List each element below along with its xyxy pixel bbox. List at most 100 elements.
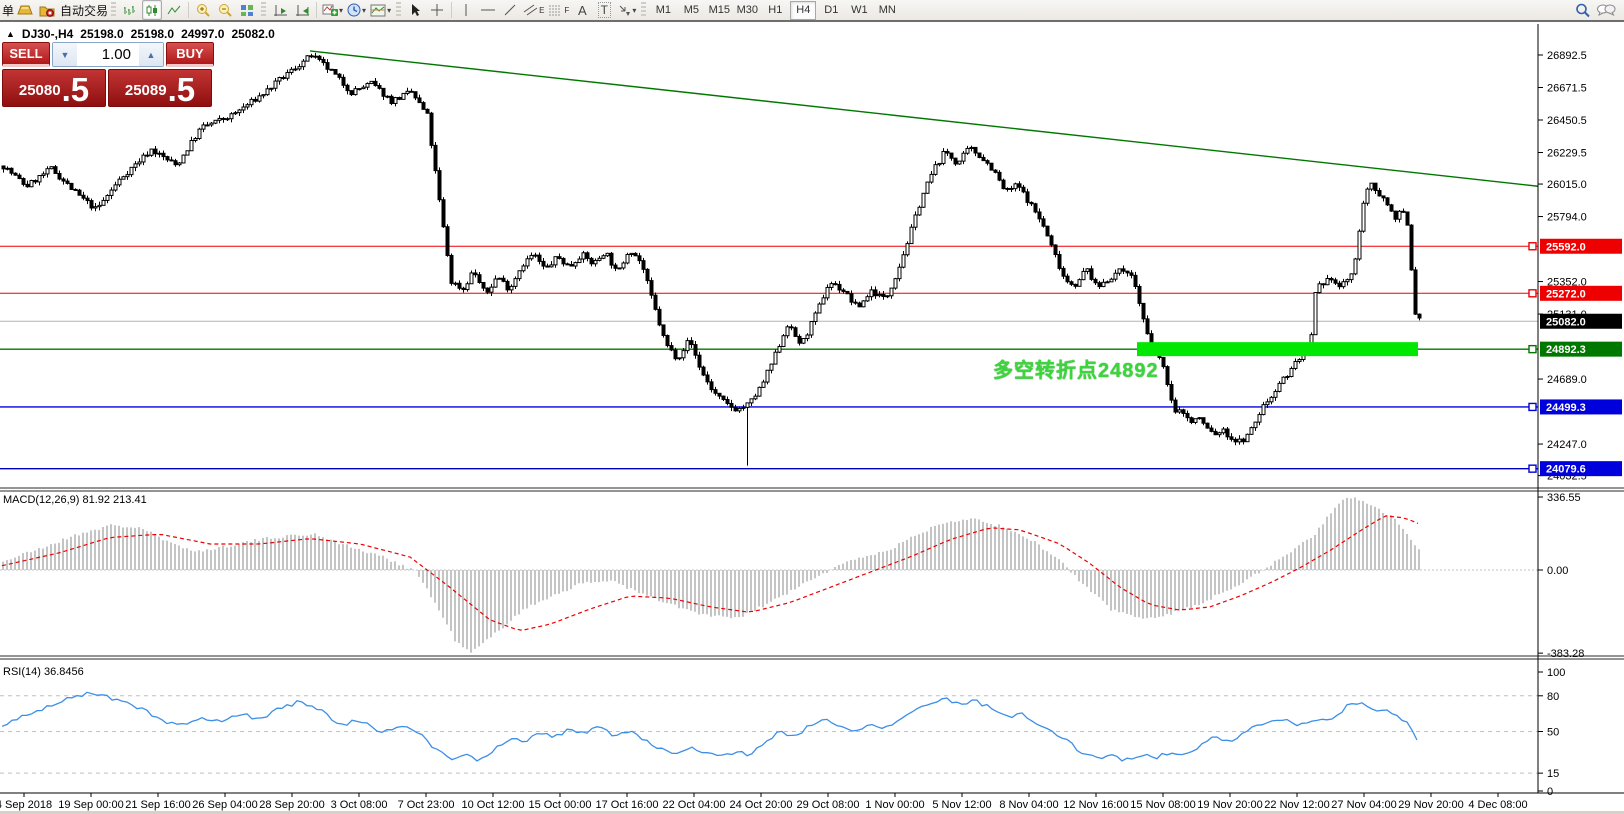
volume-value[interactable]: 1.00	[101, 46, 131, 63]
chart-shift-button[interactable]	[270, 0, 290, 20]
pivot-annotation-text[interactable]: 多空转折点24892	[993, 360, 1159, 382]
ohlc-low: 24997.0	[181, 27, 225, 41]
add-indicator-button[interactable]: ▾	[321, 0, 344, 20]
toolbar-drag-handle[interactable]	[261, 2, 267, 18]
window-bottom-edge	[0, 811, 1624, 814]
candlesticks	[1, 52, 1422, 466]
svg-text:26229.5: 26229.5	[1547, 148, 1587, 160]
macd-indicator-label: MACD(12,26,9) 81.92 213.41	[3, 494, 147, 506]
autotrading-button[interactable]	[37, 0, 57, 20]
timeframe-button-m15[interactable]: M15	[708, 4, 731, 16]
price-axis[interactable]: 26892.5 26671.5 26450.5 26229.5 26015.0 25794…	[1528, 24, 1622, 793]
templates-icon	[370, 4, 386, 16]
horizontal-line-tool-button[interactable]	[478, 0, 498, 20]
green-highlight-zone[interactable]	[1137, 342, 1418, 357]
toolbar-drag-handle[interactable]	[641, 2, 647, 18]
macd-pane	[0, 497, 1538, 653]
autotrading-label[interactable]: 自动交易	[60, 3, 109, 18]
svg-text:15: 15	[1547, 768, 1559, 780]
gold-ingot-icon-svg	[17, 5, 33, 15]
timeframe-button-m30[interactable]: M30	[736, 4, 759, 16]
dropdown-caret: ▾	[632, 5, 637, 15]
sell-price-display[interactable]: 25080 .5	[2, 69, 106, 107]
arrows-tool-button[interactable]: ▾	[616, 0, 637, 20]
toolbar-drag-handle[interactable]	[111, 2, 117, 18]
fibonacci-tool-button[interactable]: F	[547, 0, 570, 20]
chart-title: ▲ DJ30-,H4 25198.0 25198.0 24997.0 25082…	[6, 27, 275, 41]
sell-button[interactable]: SELL	[2, 42, 50, 67]
candlestick-icon	[146, 4, 158, 16]
sell-price-main: 25080	[18, 82, 61, 99]
svg-text:24689.0: 24689.0	[1547, 374, 1587, 386]
svg-text:22 Oct 04:00: 22 Oct 04:00	[663, 799, 726, 811]
svg-text:19 Nov 20:00: 19 Nov 20:00	[1197, 799, 1262, 811]
cursor-tool-button[interactable]	[405, 0, 425, 20]
zoom-in-button[interactable]	[193, 0, 213, 20]
arrows-icon	[619, 5, 631, 16]
candlestick-chart-type-button[interactable]	[142, 0, 163, 20]
svg-text:8 Nov 04:00: 8 Nov 04:00	[999, 799, 1058, 811]
timeframe-button-h1[interactable]: H1	[768, 4, 783, 16]
vertical-line-tool-button[interactable]	[456, 0, 476, 20]
svg-text:26892.5: 26892.5	[1547, 50, 1587, 62]
svg-text:26450.5: 26450.5	[1547, 115, 1587, 127]
tile-windows-button[interactable]	[237, 0, 257, 20]
timeframe-button-mn[interactable]: MN	[878, 4, 896, 16]
svg-text:25082.0: 25082.0	[1546, 316, 1586, 328]
svg-text:24247.0: 24247.0	[1547, 439, 1587, 451]
line-chart-type-button[interactable]	[164, 0, 184, 20]
zoom-out-button[interactable]	[215, 0, 235, 20]
new-order-button[interactable]: 单	[2, 3, 15, 18]
toolbar-right-group	[1572, 0, 1624, 20]
chat-button[interactable]	[1595, 0, 1617, 20]
svg-text:7 Oct 23:00: 7 Oct 23:00	[398, 799, 455, 811]
line-chart-icon	[167, 5, 181, 14]
chart-canvas[interactable]: 26892.5 26671.5 26450.5 26229.5 26015.0 25794…	[0, 24, 1624, 814]
svg-text:25794.0: 25794.0	[1547, 212, 1587, 224]
buy-price-frac: .5	[167, 71, 196, 108]
volume-increase-button[interactable]: ▲	[139, 43, 163, 66]
descending-trendline[interactable]	[309, 50, 1539, 187]
timeframe-button-w1[interactable]: W1	[851, 4, 868, 16]
templates-button[interactable]: ▾	[369, 0, 392, 20]
timeframe-button-d1[interactable]: D1	[824, 4, 839, 16]
periods-button[interactable]: ▾	[346, 0, 367, 20]
gold-ingot-icon[interactable]	[15, 0, 35, 20]
clock-icon	[347, 3, 361, 17]
timeframe-button-m5[interactable]: M5	[683, 4, 699, 16]
price-divider	[106, 69, 108, 107]
text-tool-glyph: A	[577, 2, 587, 18]
text-label-tool-button[interactable]: T	[594, 0, 614, 20]
buy-button[interactable]: BUY	[166, 42, 214, 67]
svg-text:26015.0: 26015.0	[1547, 179, 1587, 191]
time-axis[interactable]: 4 Sep 2018 19 Sep 00:00 21 Sep 16:00 26 Sep…	[0, 792, 1624, 811]
timeframe-button-h4[interactable]: H4	[790, 0, 817, 20]
volume-decrease-button[interactable]: ▼	[53, 43, 77, 66]
svg-text:-383.28: -383.28	[1547, 648, 1584, 660]
auto-scroll-button[interactable]	[292, 0, 312, 20]
buy-price-display[interactable]: 25089 .5	[108, 69, 212, 107]
timeframe-toolbar: M1 M5 M15 M30 H1 H4 D1 W1 MN	[649, 0, 901, 21]
dropdown-caret: ▾	[387, 5, 392, 15]
bar-chart-type-button[interactable]	[120, 0, 140, 20]
svg-text:29 Nov 20:00: 29 Nov 20:00	[1398, 799, 1463, 811]
fibo-sub-label: F	[564, 5, 570, 15]
chart-area[interactable]: 26892.5 26671.5 26450.5 26229.5 26015.0 25794…	[0, 24, 1624, 814]
svg-text:336.55: 336.55	[1547, 492, 1581, 504]
timeframe-button-m1[interactable]: M1	[655, 4, 671, 16]
svg-text:4 Dec 08:00: 4 Dec 08:00	[1468, 799, 1527, 811]
text-tool-button[interactable]: A	[572, 0, 592, 20]
crosshair-tool-button[interactable]	[427, 0, 447, 20]
trendline-tool-button[interactable]	[500, 0, 520, 20]
svg-text:24499.3: 24499.3	[1546, 402, 1586, 414]
add-indicator-icon	[322, 4, 339, 16]
rsi-line	[1, 691, 1418, 762]
ohlc-open: 25198.0	[80, 27, 124, 41]
svg-text:28 Sep 20:00: 28 Sep 20:00	[259, 799, 324, 811]
channel-tool-button[interactable]: E	[522, 0, 545, 20]
svg-text:3 Oct 08:00: 3 Oct 08:00	[331, 799, 388, 811]
toolbar-drag-handle[interactable]	[396, 2, 402, 18]
dropdown-caret: ▾	[339, 5, 344, 15]
search-button[interactable]	[1573, 0, 1593, 20]
tile-windows-icon	[241, 4, 254, 16]
